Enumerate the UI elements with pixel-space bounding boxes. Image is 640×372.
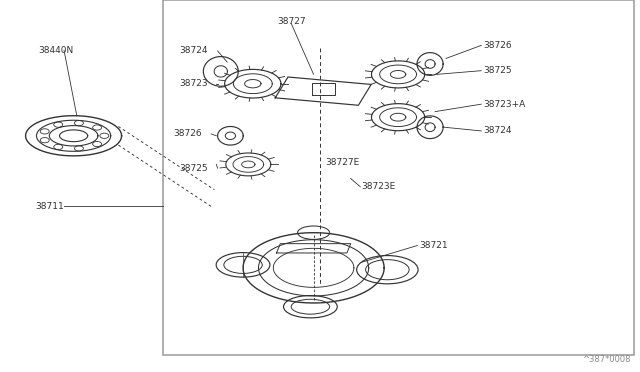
Text: 38440N: 38440N: [38, 46, 74, 55]
Text: 38727: 38727: [277, 17, 305, 26]
Text: 38724: 38724: [179, 46, 208, 55]
Text: ^387*0008: ^387*0008: [582, 355, 630, 364]
Bar: [163, 0, 634, 355]
Text: 38727E: 38727E: [325, 158, 360, 167]
Text: 38725: 38725: [483, 66, 512, 75]
Text: 38723: 38723: [179, 79, 208, 88]
Text: 38726: 38726: [173, 129, 202, 138]
Text: 38723E: 38723E: [362, 182, 396, 191]
Text: 38721: 38721: [419, 241, 448, 250]
Text: 38725: 38725: [179, 164, 208, 173]
Text: 38723+A: 38723+A: [483, 100, 525, 109]
Text: 38711: 38711: [35, 202, 64, 211]
Text: 38724: 38724: [483, 126, 512, 135]
Text: 38726: 38726: [483, 41, 512, 50]
